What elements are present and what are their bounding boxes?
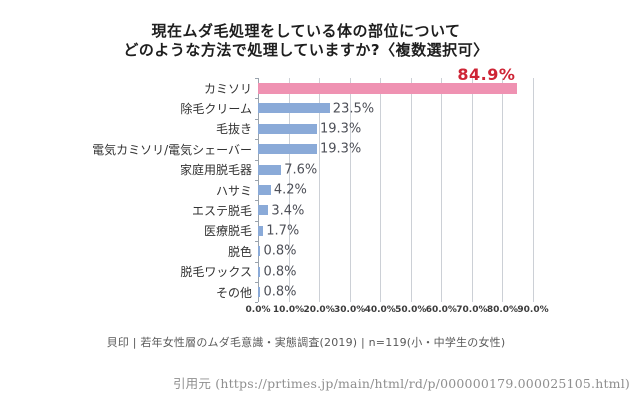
bar [258, 286, 261, 297]
value-label: 84.9% [457, 65, 516, 85]
category-label: その他 [215, 285, 252, 300]
plot-cell: 23.5% [258, 98, 533, 118]
bar-row: 家庭用脱毛器 7.6% [82, 160, 552, 180]
x-tick-label: 40.0% [364, 305, 396, 315]
bar-row: エステ脱毛 3.4% [82, 200, 552, 220]
x-tick-label: 10.0% [272, 305, 305, 315]
bar [258, 144, 317, 155]
bar [258, 103, 330, 114]
category-label: 毛抜き [215, 122, 252, 137]
chart-title-line1: 現在ムダ毛処理をしている体の部位について [151, 22, 461, 40]
bar [258, 164, 282, 175]
gridline [502, 78, 504, 302]
value-label: 4.2% [273, 182, 307, 198]
plot-cell: 0.8% [258, 241, 533, 261]
x-tick-label: 50.0% [395, 305, 427, 315]
x-tick-label: 0.0% [245, 305, 271, 315]
value-label: 7.6% [284, 162, 318, 178]
bar [258, 246, 261, 257]
y-axis-tick [255, 160, 258, 161]
source-note: 貝印 | 若年女性層のムダ毛意識・実態調査(2019) | n=119(小・中学… [106, 336, 506, 349]
value-label: 0.8% [263, 284, 297, 300]
x-tick-label: 90.0% [517, 305, 549, 315]
x-axis-labels: 0.0% 10.0% 20.0% 30.0% 40.0% 50.0% 60.0% 70.0% 8… [246, 305, 549, 319]
chart-title: 現在ムダ毛処理をしている体の部位について どのような方法で処理していますか?〈複… [0, 22, 612, 60]
bar [258, 225, 264, 236]
plot-cell: 0.8% [258, 262, 533, 282]
bar-row: 脱毛ワックス 0.8% [82, 262, 552, 282]
gridline [319, 78, 321, 302]
value-label: 1.7% [266, 223, 300, 239]
gridline [349, 78, 351, 302]
x-tick-label: 80.0% [486, 305, 519, 315]
bar [258, 205, 269, 216]
category-label: 家庭用脱毛器 [179, 163, 252, 178]
bar-row: カミソリ 84.9% [82, 65, 552, 98]
category-label: カミソリ [203, 81, 252, 96]
citation-url: 引用元 (https://prtimes.jp/main/html/rd/p/0… [172, 376, 630, 391]
y-axis-tick [255, 139, 258, 140]
bar-row: 医療脱毛 1.7% [82, 221, 552, 241]
gridline [533, 78, 534, 302]
x-tick-label: 70.0% [456, 305, 488, 315]
y-axis-tick [255, 282, 258, 283]
plot-cell: 0.8% [258, 282, 533, 302]
y-axis-tick [255, 262, 258, 263]
value-label: 0.8% [263, 264, 297, 280]
gridline [288, 78, 290, 302]
y-axis-tick [255, 78, 258, 79]
y-axis-tick [255, 302, 258, 303]
gridline [471, 78, 473, 302]
bar [258, 266, 261, 277]
bar [258, 184, 271, 195]
gridline [410, 78, 412, 302]
value-label: 23.5% [332, 101, 375, 117]
category-label: 除毛クリーム [180, 102, 252, 117]
category-label: 脱毛ワックス [180, 265, 252, 280]
plot-cell: 7.6% [258, 160, 533, 180]
value-label: 19.3% [319, 141, 362, 157]
bar-highlight [258, 82, 518, 94]
bar-row: 毛抜き 19.3% [82, 119, 552, 139]
category-label: 電気カミソリ/電気シェーバー [92, 142, 252, 157]
bar-row: 除毛クリーム 23.5% [82, 98, 552, 118]
value-label: 3.4% [271, 203, 305, 219]
y-axis-tick [255, 180, 258, 181]
y-axis-tick [255, 241, 258, 242]
x-tick-label: 30.0% [334, 305, 366, 315]
bar-row: その他 0.8% [82, 282, 552, 302]
y-axis-tick [255, 221, 258, 222]
y-axis-tick [255, 119, 258, 120]
y-axis-tick [255, 98, 258, 99]
bar-row: 電気カミソリ/電気シェーバー 19.3% [82, 139, 552, 159]
category-label: ハサミ [215, 183, 252, 198]
category-label: 医療脱毛 [203, 224, 252, 239]
gridline [380, 78, 382, 302]
chart-title-line2: どのような方法で処理していますか?〈複数選択可〉 [123, 41, 489, 59]
category-label: 脱色 [227, 244, 252, 259]
value-label: 19.3% [319, 121, 362, 137]
y-axis-tick [255, 200, 258, 201]
plot-cell: 3.4% [258, 200, 533, 220]
bar [258, 123, 317, 134]
plot-cell: 19.3% [258, 139, 533, 159]
category-label: エステ脱毛 [191, 204, 252, 219]
x-tick-label: 60.0% [425, 305, 457, 315]
plot-cell: 19.3% [258, 119, 533, 139]
bar-row: ハサミ 4.2% [82, 180, 552, 200]
bar-row: 脱色 0.8% [82, 241, 552, 261]
bar-rows: カミソリ 84.9% 除毛クリーム 23.5% 毛抜き 19.3% 電気カミソリ/電気シェー… [82, 65, 552, 302]
plot-cell: 84.9% [258, 65, 533, 98]
x-tick-label: 20.0% [303, 305, 335, 315]
value-label: 0.8% [263, 243, 297, 259]
plot-cell: 4.2% [258, 180, 533, 200]
gridline [441, 78, 443, 302]
plot-cell: 1.7% [258, 221, 533, 241]
